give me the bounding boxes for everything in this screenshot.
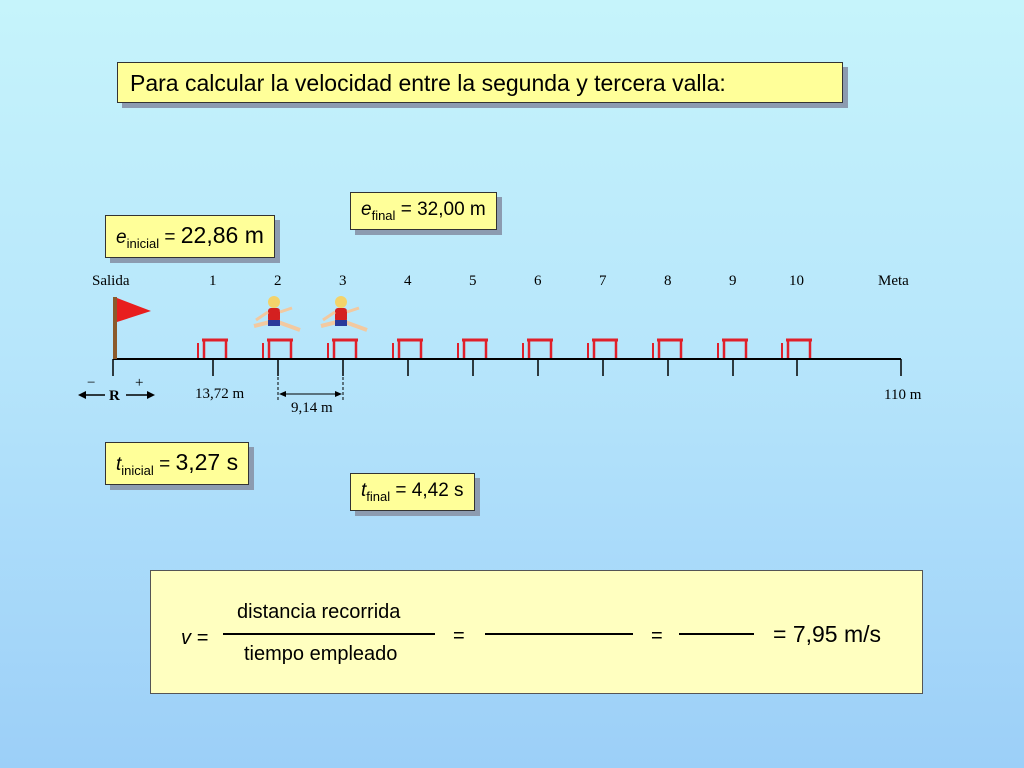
plus-sign: +: [135, 375, 143, 391]
hurdle-icon: [327, 338, 358, 358]
initial-position-box: einicial = 22,86 m: [105, 215, 275, 258]
reference-frame: R − +: [78, 375, 155, 404]
final-position-value: 32,00 m: [417, 199, 486, 220]
variable-symbol: t: [116, 454, 122, 475]
initial-position-value: 22,86 m: [180, 222, 264, 248]
equals-sign: =: [453, 625, 465, 647]
variable-subscript: final: [371, 207, 396, 223]
fraction-bar: [679, 633, 754, 635]
hurdle-icon: [587, 338, 618, 358]
final-position-box: efinal = 32,00 m: [350, 192, 497, 230]
minus-sign: −: [87, 375, 95, 391]
hurdle-number-label: 9: [729, 273, 737, 289]
initial-time-value: 3,27 s: [175, 449, 239, 475]
hurdle-number-label: 1: [209, 273, 217, 289]
hurdle-labels: 1 2 3 4 5 6 7 8 9 10: [209, 273, 804, 289]
hurdle-number-label: 4: [404, 273, 412, 289]
final-time-value: 4,42 s: [411, 480, 464, 501]
fraction-bar: [223, 633, 435, 635]
tick-marks: [112, 359, 902, 376]
hurdle-number-label: 2: [274, 273, 282, 289]
formula-box: v = distancia recorrida tiempo empleado …: [150, 570, 923, 694]
finish-label: Meta: [878, 273, 909, 289]
runner-icon: [320, 296, 368, 332]
hurdle-icon: [392, 338, 423, 358]
start-flag-icon: [113, 297, 151, 359]
hurdle-icon: [652, 338, 683, 358]
runner-icon: [253, 296, 301, 332]
title-box: Para calcular la velocidad entre la segu…: [117, 62, 843, 103]
hurdle-icon: [522, 338, 553, 358]
variable-subscript: inicial: [126, 235, 160, 251]
variable-subscript: final: [366, 488, 391, 504]
hurdle-number-label: 3: [339, 273, 347, 289]
hurdle-icon: [197, 338, 228, 358]
hurdle-number-label: 5: [469, 273, 477, 289]
variable-subscript: inicial: [121, 462, 154, 478]
hurdle-spacing-label: 9,14 m: [291, 400, 333, 416]
hurdles: [197, 338, 812, 358]
spacing-dimension: [277, 362, 344, 402]
variable-symbol: t: [361, 480, 367, 501]
variable-symbol: e: [116, 227, 127, 248]
equals-sign: =: [395, 199, 418, 220]
start-label: Salida: [92, 273, 130, 289]
equals-sign: =: [159, 227, 181, 248]
hurdle-number-label: 8: [664, 273, 672, 289]
velocity-result: = 7,95 m/s: [773, 621, 882, 647]
equals-sign: =: [153, 454, 176, 475]
equals-sign: =: [651, 625, 663, 647]
equals-sign: =: [390, 480, 412, 501]
hurdle-number-label: 7: [599, 273, 607, 289]
formula-denominator: tiempo empleado: [244, 643, 398, 665]
reference-label: R: [109, 388, 120, 404]
hurdle-icon: [781, 338, 812, 358]
hurdle-number-label: 6: [534, 273, 542, 289]
final-time-box: tfinal = 4,42 s: [350, 473, 475, 511]
hurdle-number-label: 10: [789, 273, 804, 289]
hurdle-icon: [262, 338, 293, 358]
hurdle-icon: [717, 338, 748, 358]
title-text: Para calcular la velocidad entre la segu…: [130, 70, 726, 96]
velocity-label: v =: [181, 627, 209, 649]
initial-time-box: tinicial = 3,27 s: [105, 442, 250, 485]
hurdle-icon: [457, 338, 488, 358]
first-hurdle-distance: 13,72 m: [195, 386, 245, 402]
formula-numerator: distancia recorrida: [237, 601, 401, 623]
total-distance: 110 m: [884, 387, 922, 403]
variable-symbol: e: [361, 199, 372, 220]
fraction-bar: [485, 633, 633, 635]
